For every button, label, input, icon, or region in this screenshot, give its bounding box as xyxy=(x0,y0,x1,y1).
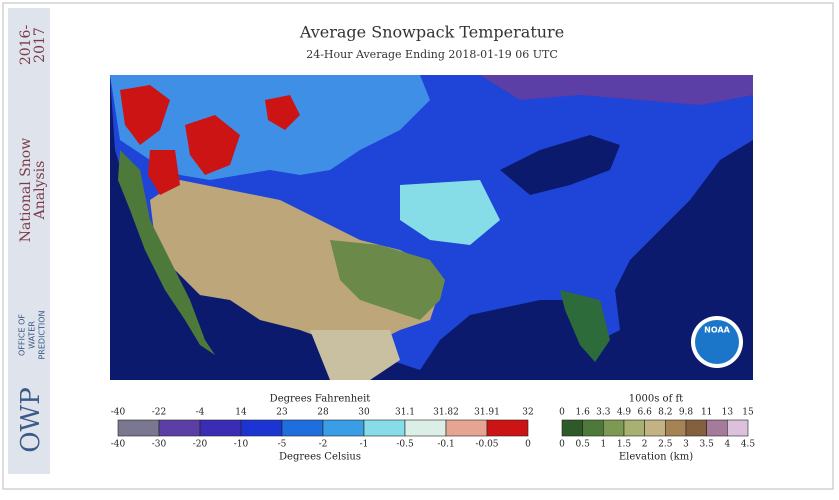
warm-patch xyxy=(265,95,300,130)
legend-label: -22 xyxy=(152,408,167,418)
title: Average Snowpack Temperature xyxy=(299,23,564,42)
warm-patch xyxy=(148,150,180,195)
warm-patch xyxy=(120,85,170,145)
legend-swatch xyxy=(404,419,447,437)
sidebar-title-line: Analysis xyxy=(32,161,48,221)
owp-logo: OWP xyxy=(16,387,46,453)
legend-label: -20 xyxy=(193,440,208,450)
sidebar-year: 2017 xyxy=(32,27,48,63)
legend-label: 4 xyxy=(724,440,730,450)
legend-label: 0 xyxy=(525,440,531,450)
legend-label: 31.91 xyxy=(474,408,500,418)
legend-swatch xyxy=(363,419,406,437)
legend-title: Degrees Celsius xyxy=(279,452,361,463)
legend-label: -4 xyxy=(196,408,205,418)
land-mexico xyxy=(310,330,400,380)
legend-label: 0.5 xyxy=(576,440,591,450)
legend-title: Elevation (km) xyxy=(619,452,693,463)
legend-label: 14 xyxy=(235,408,247,418)
legend-label: -2 xyxy=(319,440,328,450)
legend-label: 13 xyxy=(722,408,734,418)
legend-label: -1 xyxy=(360,440,369,450)
legend-label: -0.1 xyxy=(437,440,454,450)
legend-label: 31.82 xyxy=(433,408,459,418)
legend-swatch xyxy=(240,419,283,437)
land-near-melt xyxy=(400,180,500,245)
legend-swatch xyxy=(158,419,201,437)
legend-swatch xyxy=(582,419,604,437)
legend-label: -40 xyxy=(111,440,126,450)
warm-patch xyxy=(185,115,240,175)
office-line: PREDICTION xyxy=(38,310,47,359)
legend-label: 2.5 xyxy=(658,440,673,450)
legend-label: 15 xyxy=(742,408,754,418)
land-coldest xyxy=(480,75,753,105)
office-line: OFFICE OF xyxy=(18,314,27,356)
office-name: OFFICE OF WATER PREDICTION xyxy=(18,310,47,359)
sidebar-year: 2016- xyxy=(18,25,34,66)
office-line: WATER xyxy=(28,321,37,349)
legend-swatch xyxy=(199,419,242,437)
land-florida xyxy=(560,290,610,362)
legend-label: 28 xyxy=(317,408,329,418)
legend-swatch xyxy=(486,419,529,437)
legend-label: 1.6 xyxy=(576,408,591,418)
land-coast xyxy=(118,150,215,355)
legend-swatch xyxy=(644,419,666,437)
legend-swatch xyxy=(623,419,645,437)
subtitle: 24-Hour Average Ending 2018-01-19 06 UTC xyxy=(306,48,558,61)
legend-swatch xyxy=(685,419,707,437)
noaa-text: NOAA xyxy=(704,326,730,335)
legend-label: 4.9 xyxy=(617,408,632,418)
legend-label: -0.5 xyxy=(396,440,414,450)
legend-label: -10 xyxy=(234,440,249,450)
warm-snow xyxy=(120,85,300,195)
legend-label: -30 xyxy=(152,440,167,450)
legend-label: 3 xyxy=(683,440,689,450)
legend-label: 32 xyxy=(522,408,533,418)
legend-title: Degrees Fahrenheit xyxy=(270,394,371,405)
legend-label: 3.5 xyxy=(700,440,715,450)
legend-swatch xyxy=(727,419,749,437)
legend-swatch xyxy=(603,419,625,437)
noaa-logo-inner xyxy=(695,320,739,364)
legend-swatch xyxy=(281,419,324,437)
land-bare-tan xyxy=(150,180,440,360)
legend-label: -0.05 xyxy=(475,440,498,450)
legend-label: 31.1 xyxy=(395,408,415,418)
legend-swatch xyxy=(706,419,728,437)
sidebar xyxy=(8,8,50,474)
legend-label: 0 xyxy=(559,440,565,450)
legend-label: 1 xyxy=(600,440,606,450)
legend-label: -40 xyxy=(111,408,126,418)
temperature-legend: Degrees Fahrenheit Degrees Celsius -40 -2… xyxy=(111,394,534,463)
legend-label: 3.3 xyxy=(596,408,611,418)
elevation-legend: 1000s of ft Elevation (km) 0 1.6 3.3 4.9 6.6… xyxy=(559,394,755,463)
map: NOAA xyxy=(110,75,753,380)
sidebar-title-line: National Snow xyxy=(18,138,34,242)
legend-label: 9.8 xyxy=(679,408,694,418)
land-bare-green xyxy=(330,240,445,320)
legend-label: 0 xyxy=(559,408,565,418)
legend-label: 8.2 xyxy=(658,408,672,418)
great-lakes xyxy=(500,135,620,195)
legend-label: 23 xyxy=(276,408,288,418)
legend-swatch xyxy=(117,419,160,437)
legend-label: 30 xyxy=(358,408,370,418)
legend-title: 1000s of ft xyxy=(629,394,683,405)
legend-label: -5 xyxy=(278,440,287,450)
legend-label: 2 xyxy=(642,440,648,450)
legend-label: 4.5 xyxy=(741,440,756,450)
legend-label: 1.5 xyxy=(617,440,632,450)
legend-label: 6.6 xyxy=(638,408,653,418)
sidebar-years: 2016- 2017 xyxy=(18,25,48,66)
legend-swatch xyxy=(665,419,687,437)
sidebar-title: National Snow Analysis xyxy=(18,138,48,242)
legend-swatch xyxy=(561,419,583,437)
legend-swatch xyxy=(445,419,488,437)
legend-label: 11 xyxy=(701,408,712,418)
legend-swatch xyxy=(322,419,365,437)
